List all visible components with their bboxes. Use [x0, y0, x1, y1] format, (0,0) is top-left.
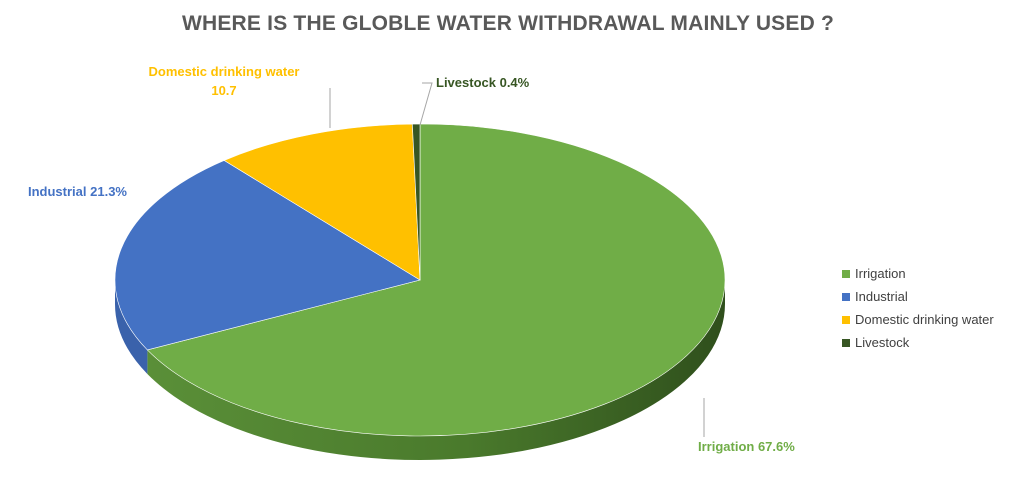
legend-label-livestock: Livestock	[855, 335, 910, 350]
data-label-domestic-drinking-water-name: Domestic drinking water	[149, 64, 300, 79]
legend-swatch-domestic-drinking-water	[842, 315, 850, 324]
legend-label-irrigation: Irrigation	[855, 266, 906, 281]
legend-swatch-industrial	[842, 292, 850, 301]
pie-rim-industrial	[115, 280, 148, 374]
legend-item-irrigation: Irrigation	[842, 262, 994, 285]
chart-title: WHERE IS THE GLOBLE WATER WITHDRAWAL MAI…	[181, 12, 835, 35]
data-label-industrial: Industrial 21.3%	[28, 184, 127, 199]
legend-item-domestic-drinking-water: Domestic drinking water	[842, 308, 994, 331]
legend-item-livestock: Livestock	[842, 331, 994, 354]
leader-line-livestock	[419, 82, 433, 126]
legend: Irrigation Industrial Domestic drinking wa…	[842, 262, 994, 354]
pie-slice-domestic-drinking-water	[223, 123, 421, 281]
pie-rim-irrigation	[147, 280, 726, 460]
legend-swatch-irrigation	[842, 269, 850, 278]
data-label-livestock: Livestock 0.4%	[436, 75, 530, 90]
legend-label-domestic-drinking-water: Domestic drinking water	[855, 312, 994, 327]
legend-swatch-livestock	[842, 338, 850, 347]
pie-slice-industrial	[114, 160, 421, 351]
legend-label-industrial: Industrial	[855, 289, 908, 304]
data-label-domestic-drinking-water-value: 10.7	[211, 83, 236, 98]
data-label-irrigation: Irrigation 67.6%	[698, 439, 795, 454]
legend-item-industrial: Industrial	[842, 285, 994, 308]
pie-slice-irrigation	[146, 123, 726, 437]
